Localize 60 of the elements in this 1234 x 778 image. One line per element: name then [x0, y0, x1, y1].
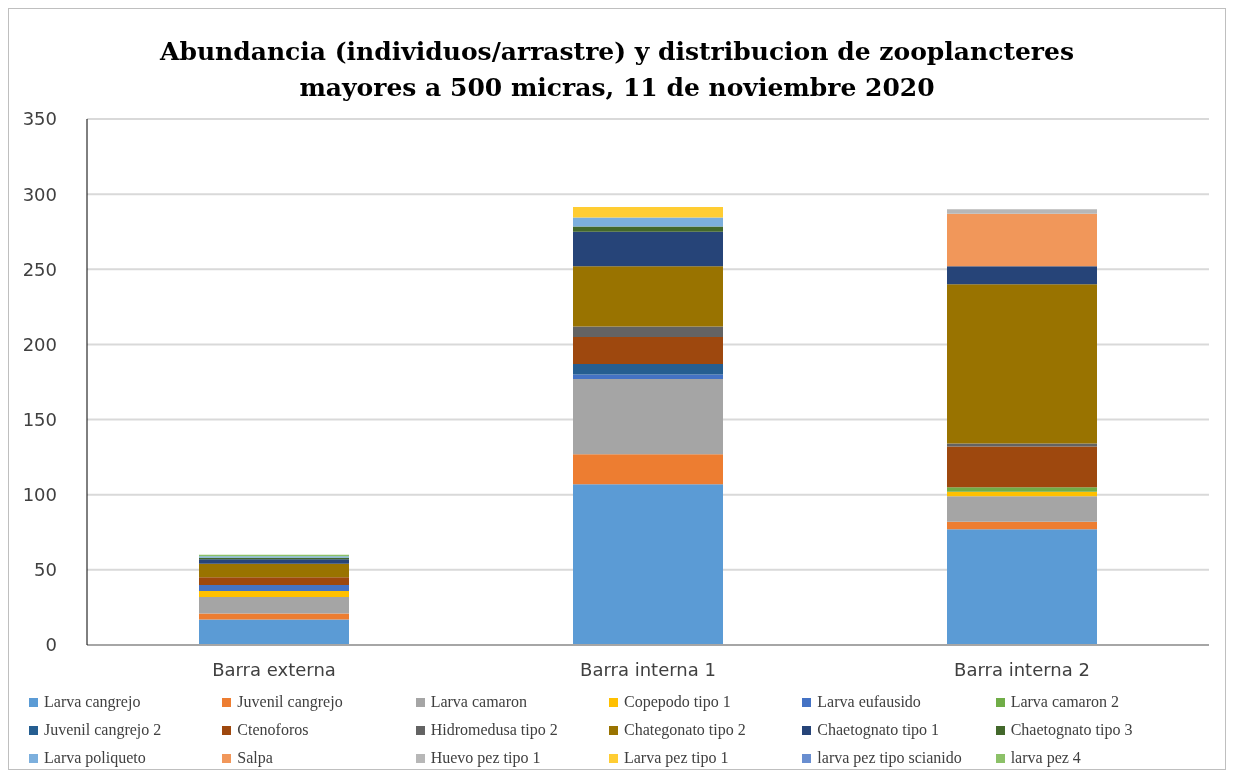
legend-label: Chaetognato tipo 1 [817, 721, 940, 739]
bar [573, 363, 723, 375]
bar [573, 454, 723, 485]
legend-label: Salpa [237, 749, 273, 767]
bar [573, 217, 723, 227]
x-tick-label: Barra interna 1 [580, 658, 716, 680]
legend-label: Larva eufausido [817, 693, 921, 711]
bar [199, 563, 349, 578]
bar [947, 213, 1097, 267]
bar [573, 266, 723, 327]
y-tick-label: 300 [22, 183, 57, 205]
bar [199, 584, 349, 591]
bar [947, 209, 1097, 214]
bar [947, 496, 1097, 522]
bar [573, 226, 723, 232]
y-tick-label: 0 [45, 634, 57, 656]
bar [947, 284, 1097, 444]
legend-label: Chategonato tipo 2 [623, 721, 746, 739]
bar [199, 577, 349, 585]
legend-label: Ctenoforos [237, 721, 309, 739]
y-tick-label: 200 [22, 333, 57, 355]
legend-label: Copepodo tipo 1 [623, 693, 731, 711]
bar [199, 619, 349, 645]
x-tick-label: Barra externa [212, 658, 336, 680]
bar [199, 590, 349, 597]
bar [573, 336, 723, 364]
bar [573, 378, 723, 455]
legend-label: Larva camaron [430, 693, 528, 711]
bar [199, 613, 349, 620]
y-tick-label: 250 [22, 258, 57, 280]
legend-label: Larva pez tipo 1 [623, 749, 729, 767]
bar [199, 559, 349, 564]
bar [573, 206, 723, 218]
bar [947, 529, 1097, 645]
chart-title: Abundancia (individuos/arrastre) y distribucion de zooplancteres mayores a 500 micras, 11 de noviembre 2020 [158, 36, 1075, 102]
bar [573, 231, 723, 267]
legend-label: Hidromedusa tipo 2 [430, 721, 558, 739]
legend-label: Larva camaron 2 [1010, 693, 1120, 711]
legend-label: larva pez 4 [1010, 749, 1081, 767]
legend-label: larva pez tipo scianido [817, 749, 962, 767]
bar [947, 446, 1097, 488]
y-tick-label: 150 [22, 408, 57, 430]
legend-label: Huevo pez tipo 1 [430, 749, 541, 767]
bar [199, 596, 349, 614]
bar [947, 266, 1097, 285]
legend-label: Larva poliqueto [44, 749, 146, 767]
legend-label: Larva cangrejo [44, 693, 141, 711]
bar [573, 326, 723, 337]
legend-label: Juvenil cangrejo [237, 693, 343, 711]
x-tick-label: Barra interna 2 [954, 658, 1090, 680]
bar [947, 443, 1097, 447]
bar [573, 374, 723, 379]
y-tick-label: 350 [22, 108, 57, 130]
y-tick-label: 50 [34, 559, 57, 581]
bar [573, 484, 723, 645]
y-tick-label: 100 [22, 484, 57, 506]
legend-label: Chaetognato tipo 3 [1010, 721, 1133, 739]
legend-label: Juvenil cangrejo 2 [44, 721, 162, 739]
bar [947, 521, 1097, 530]
bar [947, 487, 1097, 492]
